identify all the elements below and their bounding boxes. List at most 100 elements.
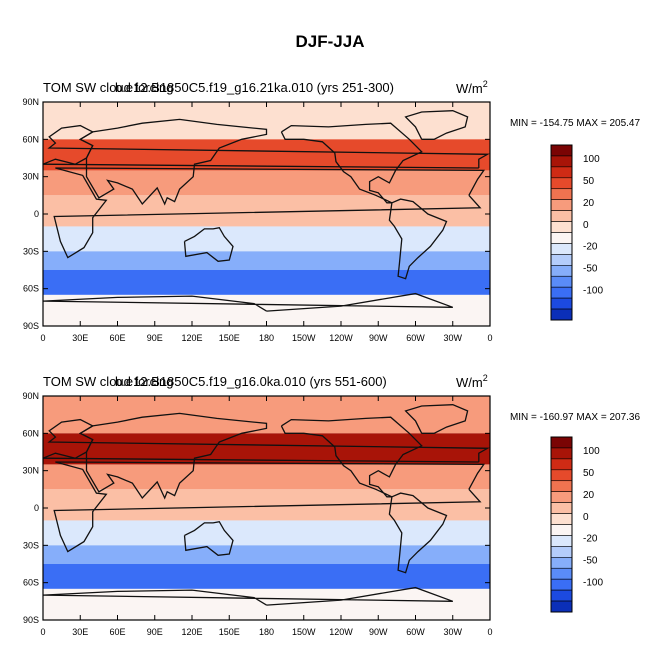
x-tick-label: 90W [369, 627, 388, 637]
y-tick-label: 30S [23, 540, 39, 550]
panel-title: TOM SW cloud forcing [43, 80, 174, 95]
colorbar-swatch [550, 177, 573, 190]
colorbar-swatch [550, 458, 573, 471]
y-tick-label: 60S [23, 578, 39, 588]
x-tick-label: 60W [406, 333, 425, 343]
colorbar-label: 0 [583, 512, 589, 523]
asia-outline [78, 118, 268, 206]
y-tick-label: 30N [22, 172, 39, 182]
australia-outline [183, 520, 234, 556]
colorbar-label: -100 [583, 285, 603, 296]
colorbar-frame [550, 436, 573, 613]
colorbar-label: 100 [583, 446, 600, 457]
colorbar-label: 0 [583, 220, 589, 231]
y-tick-label: 60N [22, 134, 39, 144]
colorbar-swatch [550, 567, 573, 580]
panel-units: W/m2 [456, 373, 488, 390]
colorbar-swatch [550, 286, 573, 299]
y-tick-label: 60S [23, 284, 39, 294]
greenland-outline [404, 404, 469, 434]
x-tick-label: 60W [406, 627, 425, 637]
min-max-label: MIN = -154.75 MAX = 205.47 [510, 118, 641, 129]
colorbar-swatch [550, 275, 573, 288]
colorbar-swatch [550, 491, 573, 503]
africa-outline [53, 461, 486, 553]
panel-top: TOM SW cloud forcingb.e12.B1850C5.f19_g1… [22, 79, 640, 343]
colorbar-swatch [550, 144, 573, 157]
x-tick-label: 30W [443, 333, 462, 343]
x-tick-label: 30E [72, 333, 88, 343]
colorbar-swatch [550, 469, 573, 482]
colorbar-swatch [550, 447, 573, 460]
colorbar-label: 20 [583, 198, 595, 209]
panel-case-title: b.e12.B1850C5.f19_g16.21ka.010 (yrs 251-… [115, 80, 394, 95]
panel-bottom: TOM SW cloud forcingb.e12.B1850C5.f19_g1… [22, 373, 640, 637]
colorbar-swatch [550, 513, 573, 525]
colorbar-swatch [550, 524, 573, 536]
units-label: W/m [456, 81, 483, 96]
panel-case-title: b.e12.B1850C5.f19_g16.0ka.010 (yrs 551-6… [115, 374, 387, 389]
x-tick-label: 0 [487, 627, 492, 637]
x-tick-label: 30E [72, 627, 88, 637]
australia-outline [183, 226, 234, 262]
x-tick-label: 60E [109, 333, 125, 343]
colorbar-swatch [550, 535, 573, 547]
north-america-outline [280, 122, 423, 204]
panel-title: TOM SW cloud forcing [43, 374, 174, 389]
panel-units: W/m2 [456, 79, 488, 96]
colorbar-label: -50 [583, 264, 598, 275]
colorbar-label: -20 [583, 534, 598, 545]
colorbar-swatch [550, 480, 573, 492]
x-tick-label: 0 [40, 627, 45, 637]
y-tick-label: 0 [34, 503, 39, 513]
field-band [43, 195, 490, 227]
figure-title: DJF-JJA [296, 32, 365, 51]
x-tick-label: 60E [109, 627, 125, 637]
y-tick-label: 90S [23, 615, 39, 625]
x-tick-label: 90E [147, 333, 163, 343]
x-tick-label: 120W [329, 627, 353, 637]
field-band [43, 489, 490, 521]
x-tick-label: 0 [40, 333, 45, 343]
x-tick-label: 90E [147, 627, 163, 637]
field-band [43, 520, 490, 546]
colorbar-swatch [550, 243, 573, 255]
colorbar-swatch [550, 297, 573, 310]
colorbar-swatch [550, 254, 573, 266]
x-tick-label: 180 [259, 333, 274, 343]
y-tick-label: 90N [22, 391, 39, 401]
y-tick-label: 0 [34, 209, 39, 219]
field-band [43, 251, 490, 270]
colorbar-swatch [550, 557, 573, 569]
north-america-outline [280, 416, 423, 498]
colorbar-label: 100 [583, 154, 600, 165]
colorbar-swatch [550, 221, 573, 233]
asia-outline [78, 412, 268, 500]
south-america-outline [388, 492, 448, 574]
colorbar-swatch [550, 232, 573, 244]
colorbar-swatch [550, 199, 573, 211]
x-tick-label: 120W [329, 333, 353, 343]
x-tick-label: 90W [369, 333, 388, 343]
europe-outline [42, 124, 490, 169]
colorbar-swatch [550, 502, 573, 514]
x-tick-label: 150W [292, 627, 316, 637]
colorbar-swatch [550, 589, 573, 602]
colorbar-swatch [550, 600, 573, 613]
colorbar-swatch [550, 578, 573, 591]
colorbar-label: 50 [583, 468, 595, 479]
south-america-outline [388, 198, 448, 280]
greenland-outline [404, 110, 469, 140]
x-tick-label: 180 [259, 627, 274, 637]
europe-outline [42, 418, 490, 463]
x-tick-label: 150E [219, 333, 240, 343]
field-band [43, 545, 490, 564]
colorbar-label: -50 [583, 556, 598, 567]
africa-outline [53, 167, 486, 259]
units-exponent: 2 [483, 79, 488, 89]
x-tick-label: 150W [292, 333, 316, 343]
x-tick-label: 150E [219, 627, 240, 637]
min-max-label: MIN = -160.97 MAX = 207.36 [510, 412, 641, 423]
colorbar-label: -100 [583, 577, 603, 588]
